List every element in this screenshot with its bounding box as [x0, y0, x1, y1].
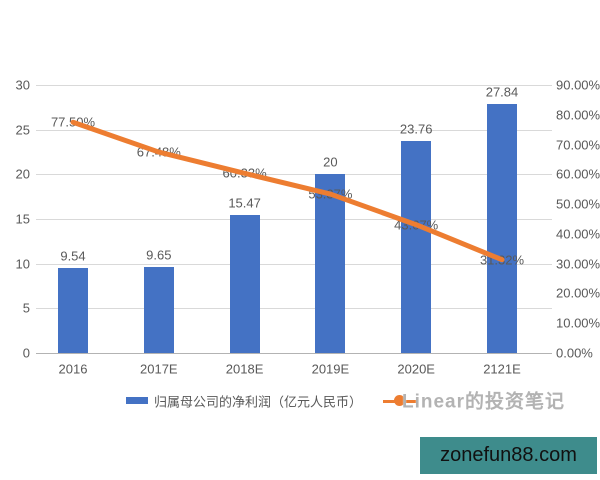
growth-line-path [70, 119, 505, 263]
left-axis-tick: 25 [15, 122, 30, 138]
left-axis-tick: 5 [22, 300, 30, 316]
line-point-label: 67.48% [136, 144, 181, 160]
bar [58, 267, 88, 353]
bar-value-label: 9.54 [60, 248, 86, 264]
right-axis-tick: 80.00% [556, 107, 600, 123]
gridline [36, 129, 552, 131]
right-axis-tick: 0.00% [556, 345, 593, 361]
bar [401, 140, 432, 353]
bar-value-label: 23.76 [399, 121, 433, 137]
right-axis-tick: 20.00% [556, 285, 600, 301]
bar-value-label: 15.47 [228, 195, 261, 211]
gridline [36, 308, 552, 310]
line-point-label: 31.32% [479, 252, 525, 268]
bar [143, 266, 174, 353]
legend: 归属母公司的净利润（亿元人民币） [0, 388, 600, 414]
x-axis-label: 2020E [397, 361, 435, 377]
left-axis-tick: 10 [15, 256, 30, 272]
left-axis-tick: 15 [15, 211, 30, 227]
gridline [36, 263, 552, 265]
bar-legend-label: 归属母公司的净利润（亿元人民币） [154, 394, 363, 410]
right-axis-tick: 60.00% [556, 166, 600, 182]
gridline [36, 85, 552, 86]
x-axis-line [36, 353, 552, 354]
bar [229, 214, 260, 353]
left-axis-tick: 20 [15, 166, 30, 182]
watermark-text: Linear的投资笔记 [402, 391, 566, 413]
line-point-label: 60.33% [222, 165, 267, 181]
bar [487, 104, 517, 353]
gridline [36, 174, 552, 176]
right-axis-tick: 90.00% [556, 77, 600, 93]
right-axis-tick: 50.00% [556, 196, 600, 212]
site-watermark-badge: zonefun88.com [420, 437, 597, 474]
line-legend-dot-icon [394, 395, 405, 406]
x-axis-label: 2121E [483, 361, 521, 377]
x-axis-label: 2017E [140, 361, 178, 377]
line-point-label: 77.50% [50, 114, 96, 130]
bar-value-label: 27.84 [485, 84, 519, 100]
left-axis-tick: 0 [22, 345, 30, 361]
gridline [36, 219, 552, 220]
line-point-label: 53.37% [308, 186, 353, 202]
bar-value-label: 9.65 [146, 247, 172, 263]
right-axis-tick: 10.00% [556, 315, 600, 331]
left-axis-tick: 30 [15, 77, 30, 93]
bar-legend-swatch-icon [126, 397, 148, 404]
x-axis-label: 2019E [311, 361, 350, 377]
right-axis-tick: 70.00% [556, 137, 600, 153]
x-axis-label: 2016 [58, 361, 88, 377]
line-point-label: 43.07% [394, 217, 439, 233]
right-axis-tick: 40.00% [556, 226, 600, 242]
right-axis-tick: 30.00% [556, 256, 600, 272]
x-axis-label: 2018E [225, 361, 264, 377]
bar-value-label: 20 [323, 154, 338, 170]
